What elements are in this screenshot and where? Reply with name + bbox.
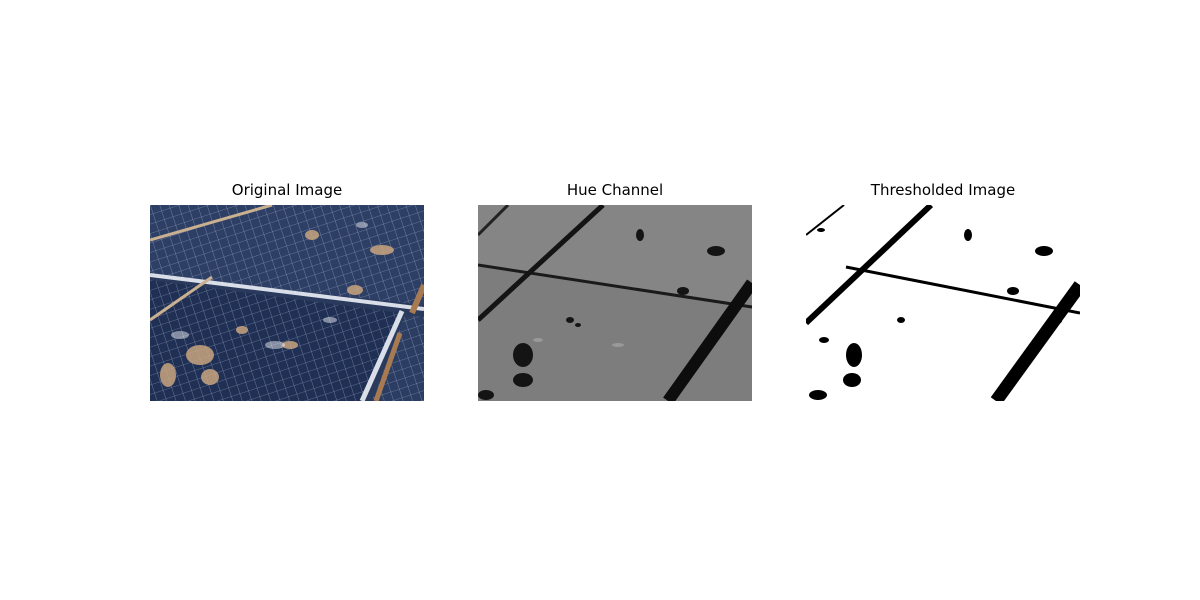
panel-original: Original Image — [150, 180, 424, 401]
panel-hue: Hue Channel — [478, 180, 752, 401]
hue-channel-image — [478, 205, 752, 401]
panel-thresholded: Thresholded Image — [806, 180, 1080, 401]
panel-title-thresholded: Thresholded Image — [870, 181, 1016, 199]
panel-title-original: Original Image — [231, 181, 343, 199]
original-solar-panel-image — [150, 205, 424, 401]
panel-title-hue: Hue Channel — [566, 181, 664, 199]
thresholded-image — [806, 205, 1080, 401]
